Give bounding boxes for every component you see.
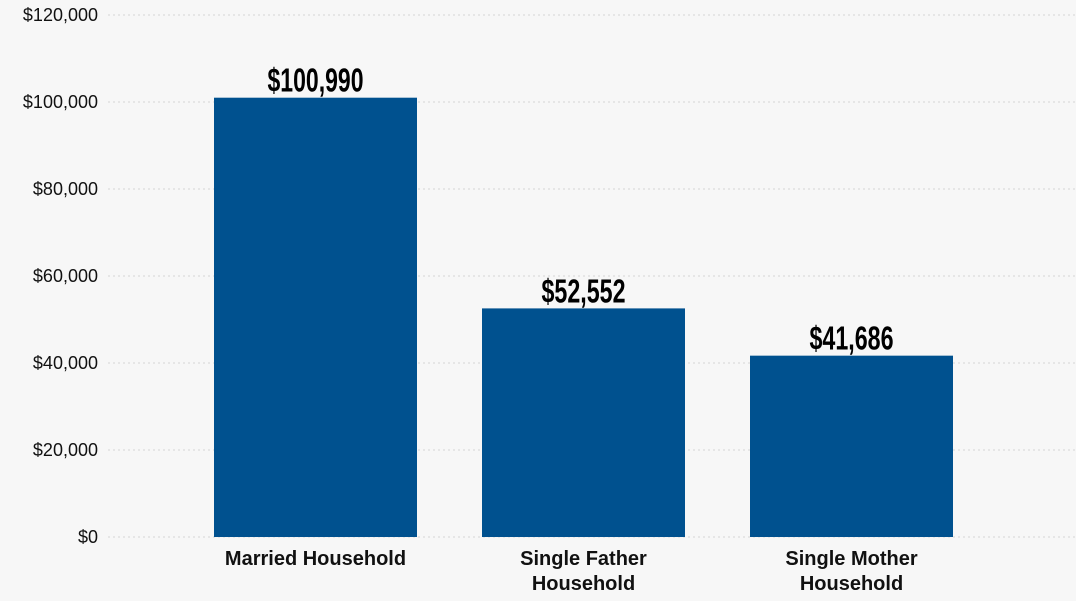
y-tick-label: $100,000 [23,92,98,112]
x-axis-ticks: Married Household Single Father Household S… [225,548,918,595]
y-tick-label: $20,000 [33,440,98,460]
x-tick-label: Household [800,573,903,595]
bar [214,97,417,538]
bar [750,355,953,537]
y-tick-label: $80,000 [33,179,98,199]
bar [482,308,685,537]
data-label: $52,552 [542,272,626,309]
y-tick-label: $60,000 [33,266,98,286]
x-tick-label: Household [532,573,635,595]
y-tick-label: $0 [78,527,98,547]
y-axis-ticks: $0 $20,000 $40,000 $60,000 $80,000 $100,000 $1… [23,5,98,547]
x-tick-label: Married Household [225,548,406,570]
x-tick-label: Single Mother [785,548,917,570]
y-tick-label: $40,000 [33,353,98,373]
x-tick-label: Single Father [520,548,647,570]
data-labels: $100,990 $52,552 $41,686 [268,62,894,357]
y-tick-label: $120,000 [23,5,98,25]
data-label: $100,990 [268,62,364,99]
data-label: $41,686 [810,320,894,357]
bars [214,97,953,538]
